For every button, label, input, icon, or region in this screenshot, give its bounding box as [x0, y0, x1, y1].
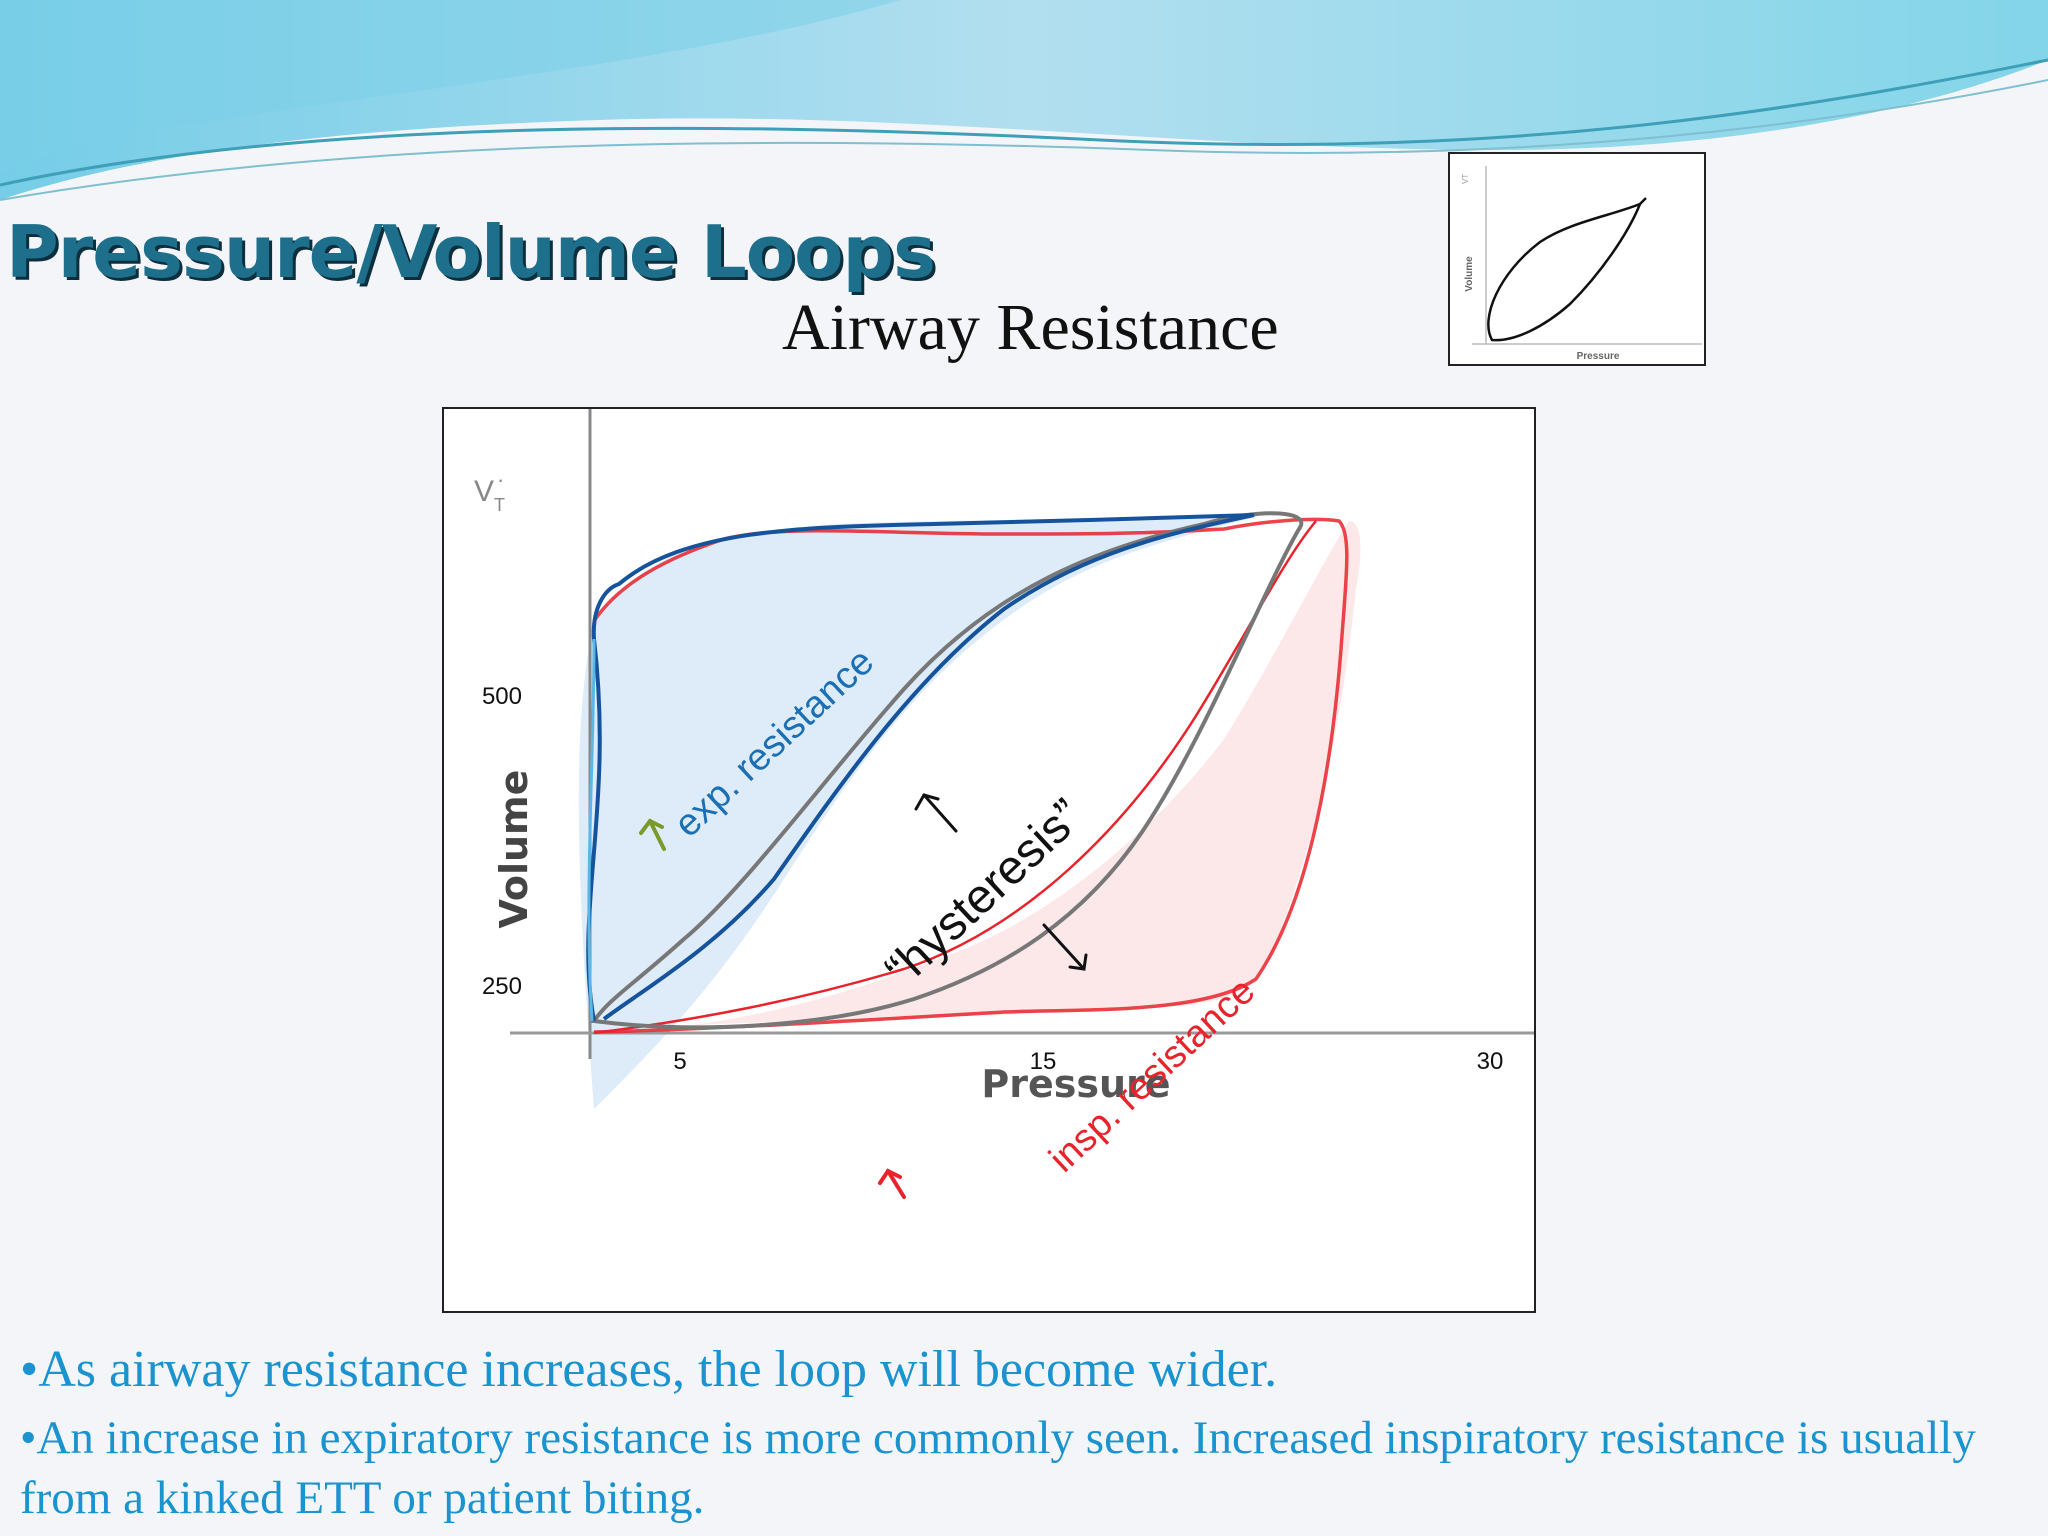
slide-title: Pressure/Volume Loops — [6, 210, 936, 294]
vt-subscript: T — [494, 495, 505, 515]
expiratory-light-curve — [587, 638, 596, 1022]
x-tick-5: 5 — [673, 1048, 686, 1075]
header-wave-decoration — [0, 0, 2048, 201]
pv-loop-diagram: V T · Volume Pressure 5 15 30 500 250 ex… — [442, 407, 1536, 1313]
expiratory-area — [578, 516, 1259, 1109]
insp-arrow-icon — [878, 1168, 906, 1199]
bullet-loop-wider: •As airway resistance increases, the loo… — [20, 1341, 1278, 1398]
exp-arrow-icon — [639, 818, 666, 851]
x-tick-30: 30 — [1477, 1048, 1504, 1075]
vt-dot: · — [497, 467, 504, 492]
slide-subtitle: Airway Resistance — [782, 291, 1279, 364]
x-axis-label: Pressure — [981, 1062, 1170, 1106]
inspiratory-loop-curve — [592, 517, 1349, 1034]
bullet-expiratory-resistance: •An increase in expiratory resistance is… — [20, 1412, 1976, 1524]
y-axis-label: Volume — [492, 770, 536, 929]
inspiratory-area — [594, 521, 1361, 1033]
thumbnail-vt-label: VT — [1461, 174, 1470, 184]
hysteresis-down-arrow-icon — [1042, 923, 1088, 971]
thumbnail-pv-loop: VT Volume Pressure — [1448, 152, 1706, 366]
x-tick-15: 15 — [1030, 1048, 1057, 1075]
thumbnail-xlabel: Pressure — [1577, 351, 1620, 362]
vt-symbol: V — [474, 475, 494, 508]
hysteresis-up-arrow-icon — [914, 793, 958, 833]
y-tick-500: 500 — [482, 683, 522, 710]
y-tick-250: 250 — [482, 973, 522, 1000]
thumbnail-ylabel: Volume — [1464, 256, 1475, 292]
normal-loop-curve — [590, 511, 1304, 1030]
